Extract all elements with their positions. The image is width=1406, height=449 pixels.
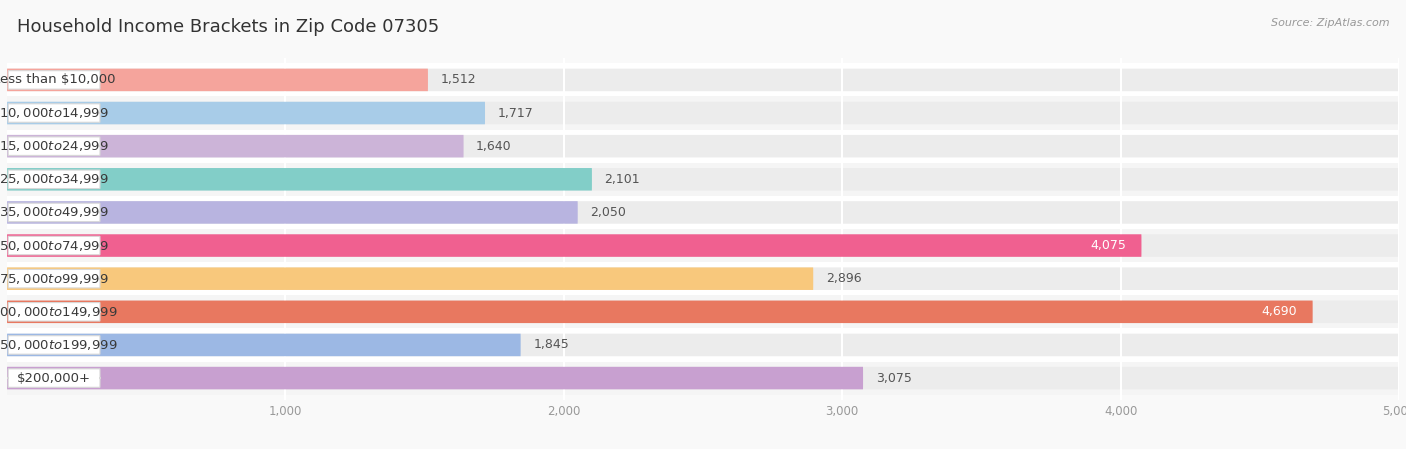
FancyBboxPatch shape <box>7 328 1399 361</box>
Text: $200,000+: $200,000+ <box>17 372 91 385</box>
FancyBboxPatch shape <box>7 268 813 290</box>
FancyBboxPatch shape <box>8 137 100 155</box>
FancyBboxPatch shape <box>7 102 1399 124</box>
FancyBboxPatch shape <box>8 336 100 354</box>
FancyBboxPatch shape <box>8 269 100 288</box>
Text: $25,000 to $34,999: $25,000 to $34,999 <box>0 172 108 186</box>
Text: $150,000 to $199,999: $150,000 to $199,999 <box>0 338 117 352</box>
FancyBboxPatch shape <box>7 168 592 190</box>
Text: $15,000 to $24,999: $15,000 to $24,999 <box>0 139 108 153</box>
FancyBboxPatch shape <box>7 367 863 389</box>
FancyBboxPatch shape <box>7 97 1399 130</box>
FancyBboxPatch shape <box>8 369 100 387</box>
Text: $100,000 to $149,999: $100,000 to $149,999 <box>0 305 117 319</box>
FancyBboxPatch shape <box>8 70 100 89</box>
Text: 1,640: 1,640 <box>477 140 512 153</box>
Text: $10,000 to $14,999: $10,000 to $14,999 <box>0 106 108 120</box>
FancyBboxPatch shape <box>7 130 1399 163</box>
FancyBboxPatch shape <box>7 229 1399 262</box>
Text: Source: ZipAtlas.com: Source: ZipAtlas.com <box>1271 18 1389 28</box>
Text: 4,690: 4,690 <box>1261 305 1298 318</box>
FancyBboxPatch shape <box>7 300 1313 323</box>
Text: $75,000 to $99,999: $75,000 to $99,999 <box>0 272 108 286</box>
FancyBboxPatch shape <box>7 168 1399 190</box>
FancyBboxPatch shape <box>8 236 100 255</box>
Text: 2,101: 2,101 <box>605 173 640 186</box>
Text: Household Income Brackets in Zip Code 07305: Household Income Brackets in Zip Code 07… <box>17 18 439 36</box>
FancyBboxPatch shape <box>8 170 100 189</box>
Text: $50,000 to $74,999: $50,000 to $74,999 <box>0 238 108 252</box>
FancyBboxPatch shape <box>7 63 1399 97</box>
FancyBboxPatch shape <box>7 234 1142 257</box>
FancyBboxPatch shape <box>7 234 1399 257</box>
Text: Less than $10,000: Less than $10,000 <box>0 73 115 86</box>
FancyBboxPatch shape <box>7 262 1399 295</box>
Text: 2,896: 2,896 <box>825 272 862 285</box>
FancyBboxPatch shape <box>7 69 427 91</box>
FancyBboxPatch shape <box>7 300 1399 323</box>
FancyBboxPatch shape <box>7 135 1399 158</box>
FancyBboxPatch shape <box>7 367 1399 389</box>
Text: 1,512: 1,512 <box>440 73 477 86</box>
FancyBboxPatch shape <box>8 203 100 222</box>
FancyBboxPatch shape <box>7 201 578 224</box>
Text: 1,845: 1,845 <box>533 339 569 352</box>
FancyBboxPatch shape <box>7 334 520 356</box>
Text: 4,075: 4,075 <box>1090 239 1126 252</box>
FancyBboxPatch shape <box>7 295 1399 328</box>
FancyBboxPatch shape <box>8 104 100 122</box>
Text: 2,050: 2,050 <box>591 206 626 219</box>
FancyBboxPatch shape <box>7 268 1399 290</box>
Text: 3,075: 3,075 <box>876 372 911 385</box>
FancyBboxPatch shape <box>7 201 1399 224</box>
FancyBboxPatch shape <box>7 69 1399 91</box>
FancyBboxPatch shape <box>7 163 1399 196</box>
Text: $35,000 to $49,999: $35,000 to $49,999 <box>0 206 108 220</box>
FancyBboxPatch shape <box>8 303 100 321</box>
FancyBboxPatch shape <box>7 334 1399 356</box>
FancyBboxPatch shape <box>7 135 464 158</box>
FancyBboxPatch shape <box>7 196 1399 229</box>
FancyBboxPatch shape <box>7 361 1399 395</box>
Text: 1,717: 1,717 <box>498 106 533 119</box>
FancyBboxPatch shape <box>7 102 485 124</box>
